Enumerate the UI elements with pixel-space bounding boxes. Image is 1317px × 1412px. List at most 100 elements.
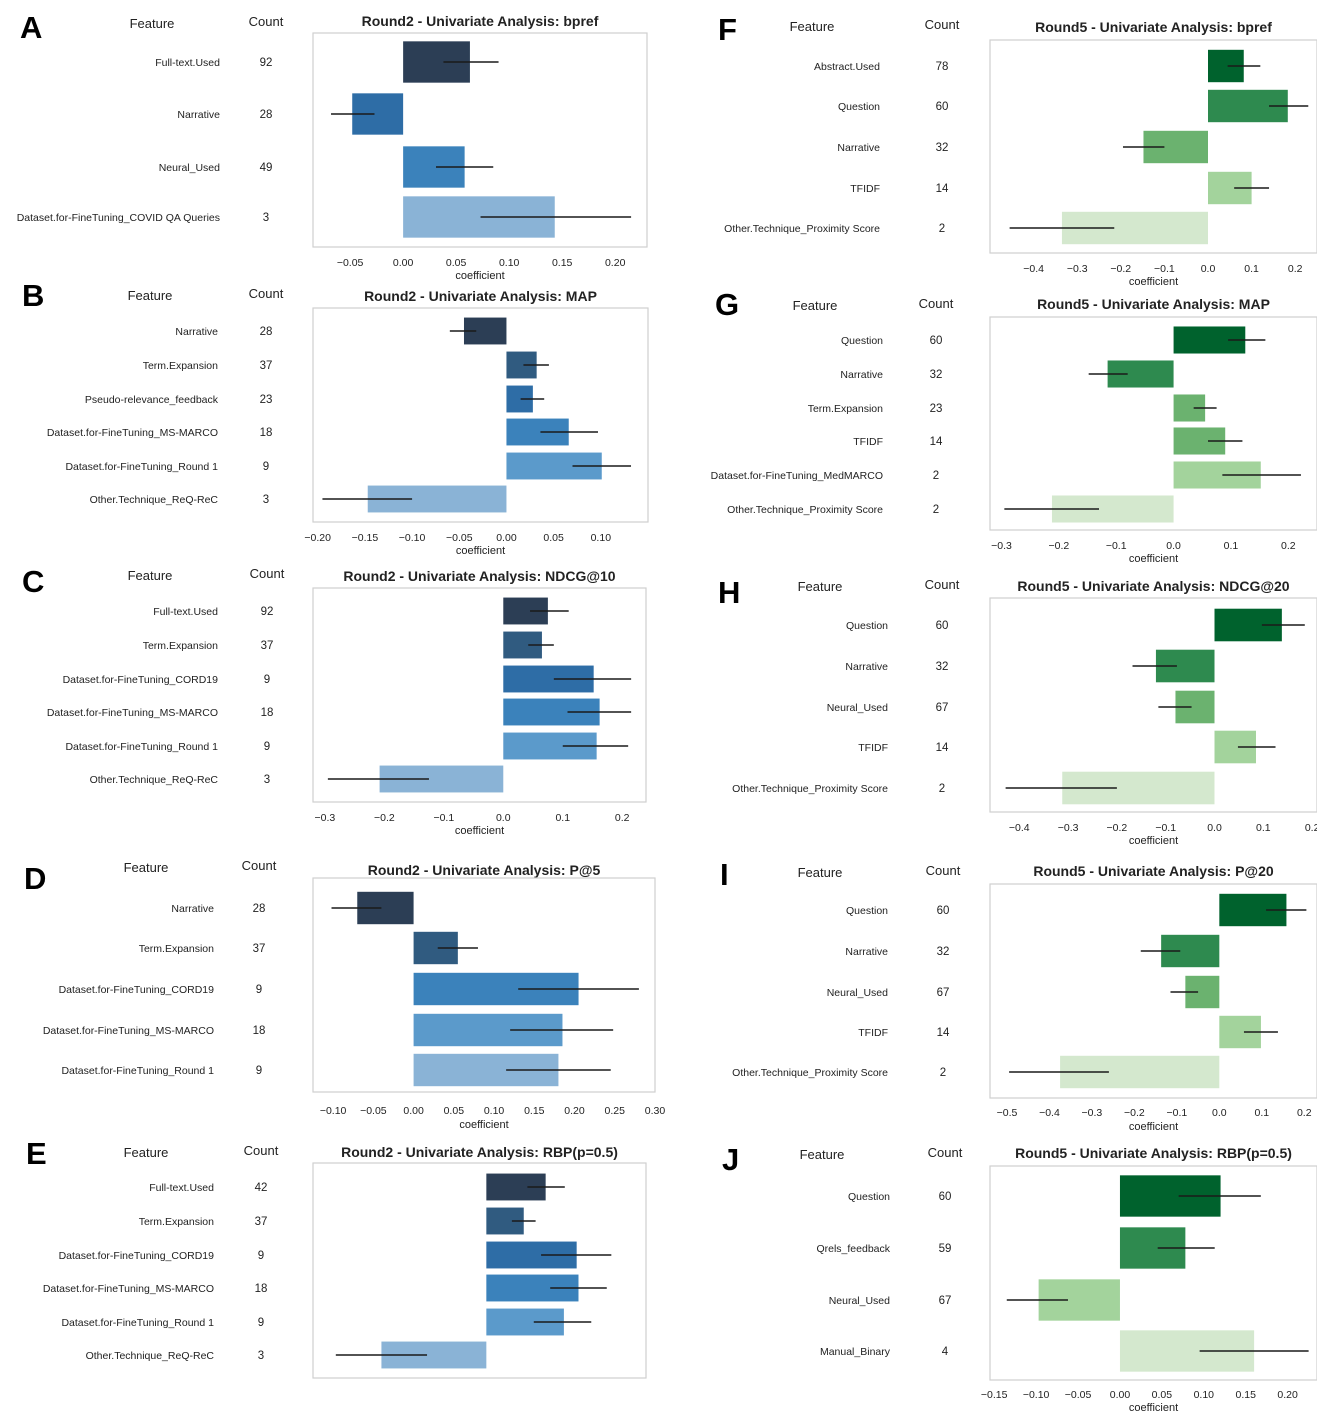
count-value: 37: [261, 640, 274, 652]
count-value: 28: [253, 903, 266, 915]
feature-label: Other.Technique_Proximity Score: [732, 1067, 888, 1079]
x-axis-label: coefficient: [1129, 1121, 1178, 1133]
x-axis-label: coefficient: [1129, 553, 1178, 565]
panel-letter: H: [718, 575, 740, 610]
feature-column-header: Feature: [798, 579, 843, 594]
plot-area: [989, 316, 1317, 531]
x-tick-label: −0.10: [1023, 1389, 1050, 1401]
feature-label: Dataset.for-FineTuning_Round 1: [65, 741, 218, 753]
x-tick-label: 0.2: [1297, 1107, 1312, 1119]
feature-column-header: Feature: [793, 298, 838, 313]
x-tick-label: −0.3: [315, 812, 336, 824]
feature-label: Question: [846, 905, 888, 917]
x-tick-label: −0.4: [1009, 822, 1030, 834]
x-tick-label: 0.00: [403, 1105, 424, 1117]
count-column-header: Count: [249, 14, 284, 29]
feature-label: Dataset.for-FineTuning_MS-MARCO: [43, 1283, 214, 1295]
feature-column-header: Feature: [800, 1147, 845, 1162]
feature-label: Dataset.for-FineTuning_MS-MARCO: [47, 707, 218, 719]
panel-letter: G: [715, 287, 739, 322]
count-column-header: Count: [926, 863, 961, 878]
x-tick-label: −0.05: [360, 1105, 387, 1117]
count-value: 49: [260, 162, 273, 174]
feature-column-header: Feature: [790, 19, 835, 34]
feature-label: Narrative: [171, 903, 214, 915]
x-tick-label: 0.2: [1288, 263, 1303, 275]
count-value: 18: [261, 707, 274, 719]
x-tick-label: −0.3: [991, 540, 1012, 552]
feature-label: Dataset.for-FineTuning_MS-MARCO: [47, 427, 218, 439]
count-value: 60: [939, 1191, 952, 1203]
panel-letter: D: [24, 861, 46, 896]
x-tick-label: 0.25: [605, 1105, 626, 1117]
chart-title: Round2 - Univariate Analysis: NDCG@10: [343, 568, 615, 584]
chart-panel-a: A Feature Count Round2 - Univariate Analysi…: [17, 10, 648, 282]
chart-panel-c: C Feature Count Round2 - Univariate Analysi…: [22, 564, 647, 837]
feature-label: Other.Technique_Proximity Score: [732, 783, 888, 795]
feature-label: Narrative: [175, 326, 218, 338]
x-axis-label: coefficient: [1129, 276, 1178, 288]
feature-label: Other.Technique_ReQ-ReC: [90, 494, 219, 506]
x-tick-label: 0.05: [446, 257, 467, 269]
count-value: 28: [260, 109, 273, 121]
x-tick-label: −0.10: [399, 532, 426, 544]
feature-label: Narrative: [837, 142, 880, 154]
chart-title: Round5 - Univariate Analysis: bpref: [1035, 19, 1272, 35]
count-value: 9: [258, 1317, 264, 1329]
feature-label: Manual_Binary: [820, 1346, 891, 1358]
count-column-header: Count: [250, 566, 285, 581]
chart-title: Round5 - Univariate Analysis: MAP: [1037, 296, 1270, 312]
feature-label: Neural_Used: [827, 702, 888, 714]
x-tick-label: 0.2: [1281, 540, 1296, 552]
count-value: 42: [255, 1182, 268, 1194]
count-value: 2: [933, 504, 939, 516]
count-column-header: Count: [249, 286, 284, 301]
x-tick-label: 0.10: [1194, 1389, 1215, 1401]
feature-label: Dataset.for-FineTuning_CORD19: [59, 984, 215, 996]
x-tick-label: 0.2: [1305, 822, 1317, 834]
feature-label: Dataset.for-FineTuning_Round 1: [61, 1317, 214, 1329]
x-tick-label: −0.4: [1039, 1107, 1060, 1119]
feature-label: Term.Expansion: [139, 1216, 214, 1228]
count-value: 92: [260, 57, 273, 69]
count-value: 18: [260, 427, 273, 439]
x-tick-label: 0.00: [393, 257, 414, 269]
feature-label: Dataset.for-FineTuning_CORD19: [63, 674, 219, 686]
chart-title: Round2 - Univariate Analysis: P@5: [368, 862, 601, 878]
count-value: 60: [936, 101, 949, 113]
x-axis-label: coefficient: [1129, 1402, 1178, 1412]
feature-label: Full-text.Used: [153, 606, 218, 618]
chart-panel-j: J Feature Count Round5 - Univariate Analysi…: [722, 1142, 1317, 1412]
x-tick-label: 0.0: [496, 812, 511, 824]
x-tick-label: −0.15: [981, 1389, 1008, 1401]
count-value: 37: [255, 1216, 268, 1228]
x-axis-label: coefficient: [459, 1119, 508, 1131]
feature-label: Question: [846, 620, 888, 632]
chart-title: Round2 - Univariate Analysis: RBP(p=0.5): [341, 1144, 618, 1160]
feature-label: Term.Expansion: [143, 360, 218, 372]
x-tick-label: −0.3: [1058, 822, 1079, 834]
feature-label: Dataset.for-FineTuning_MS-MARCO: [43, 1025, 214, 1037]
x-tick-label: −0.2: [1110, 263, 1131, 275]
feature-label: Dataset.for-FineTuning_Round 1: [65, 461, 218, 473]
feature-label: TFIDF: [858, 742, 888, 754]
count-column-header: Count: [919, 296, 954, 311]
x-tick-label: 0.20: [564, 1105, 585, 1117]
x-tick-label: 0.0: [1212, 1107, 1227, 1119]
feature-column-header: Feature: [798, 865, 843, 880]
feature-label: Other.Technique_Proximity Score: [724, 223, 880, 235]
x-axis-label: coefficient: [1129, 835, 1178, 847]
x-tick-label: 0.05: [1152, 1389, 1173, 1401]
x-tick-label: −0.05: [1065, 1389, 1092, 1401]
feature-label: Neural_Used: [159, 162, 220, 174]
count-value: 9: [264, 674, 270, 686]
x-tick-label: 0.15: [1236, 1389, 1257, 1401]
count-value: 3: [263, 212, 269, 224]
count-value: 18: [253, 1025, 266, 1037]
count-value: 14: [936, 183, 949, 195]
x-tick-label: 0.05: [444, 1105, 465, 1117]
count-value: 3: [264, 774, 270, 786]
x-tick-label: −0.1: [1154, 263, 1175, 275]
x-tick-label: −0.2: [1124, 1107, 1145, 1119]
